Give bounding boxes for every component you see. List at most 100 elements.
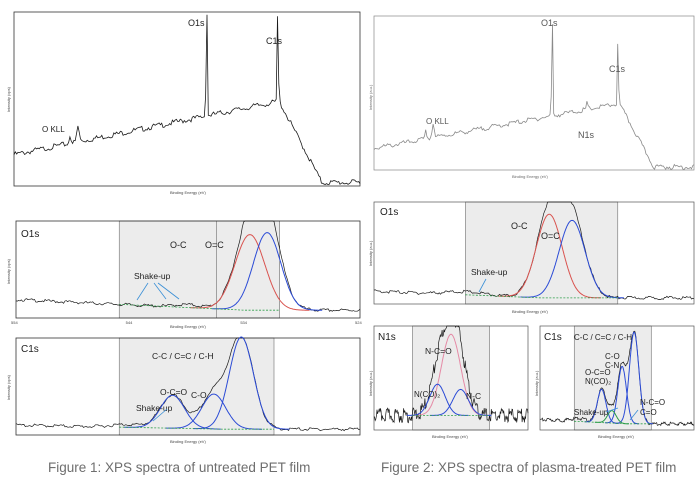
fit-peak-o-c bbox=[190, 234, 310, 311]
x-tick-label: 544 bbox=[126, 320, 133, 325]
shake-up-label: Shake-up bbox=[134, 271, 171, 281]
x-axis-label: Binding Energy (eV) bbox=[170, 324, 206, 329]
peak-label-o1s: O1s bbox=[541, 18, 558, 28]
plot-frame bbox=[539, 325, 695, 431]
figure2-c1s-panel: C1s C-C / C=C / C-H C-O C-N O-C=O N(CO)₂… bbox=[534, 322, 698, 442]
fit-region-shade bbox=[465, 201, 619, 305]
peak-label-okll: O KLL bbox=[426, 117, 449, 126]
fit-peak-o-c bbox=[212, 232, 323, 311]
peak-label-n1s: N1s bbox=[578, 130, 595, 140]
c1s-spectrum-line bbox=[539, 330, 695, 427]
peak-label-o-double-c: O=C bbox=[541, 231, 560, 241]
fit-peak-o-c bbox=[497, 213, 602, 299]
peak-label-cn: C-N bbox=[605, 361, 619, 370]
y-axis-label: Intensity (a.u.) bbox=[368, 370, 373, 396]
shake-up-arrow-3 bbox=[157, 282, 180, 300]
shake-up-arrow bbox=[478, 278, 487, 293]
peak-label-ncoo: N-C=O bbox=[425, 346, 452, 356]
figure2-n1s-panel: N1s N-C=O N(CO)₂ N-C Binding Energy (eV)… bbox=[368, 322, 532, 442]
shake-up-label: Shake-up bbox=[471, 267, 508, 277]
fit-baseline bbox=[119, 304, 280, 311]
figure2-caption: Figure 2: XPS spectra of plasma-treated … bbox=[381, 460, 677, 475]
fit-region-shade bbox=[573, 325, 652, 431]
fit-peak-c-c-c-c-c-h bbox=[193, 336, 290, 430]
fit-peak-n-c bbox=[429, 388, 492, 416]
x-axis-label: Binding Energy (eV) bbox=[432, 434, 468, 439]
panel-title: O1s bbox=[380, 207, 398, 218]
y-axis-label: Intensity (a.u.) bbox=[368, 84, 373, 110]
x-axis-label: Binding Energy (eV) bbox=[170, 439, 206, 444]
y-axis-label: Intensity (cps) bbox=[6, 374, 11, 400]
peak-label-o-double-c: O=C bbox=[205, 240, 224, 250]
figure2-c1s-chart: C1s C-C / C=C / C-H C-O C-N O-C=O N(CO)₂… bbox=[534, 325, 695, 439]
fit-peak-c-o bbox=[165, 393, 262, 430]
figure2-survey-chart: O1s C1s N1s O KLL Binding Energy (eV) In… bbox=[368, 15, 695, 179]
peak-label-cc: C-C / C=C / C-H bbox=[152, 351, 214, 361]
fit-peak-c-o-c-n bbox=[605, 365, 640, 425]
c1s-spectrum-line bbox=[15, 337, 360, 432]
fit-peak-o-c bbox=[520, 219, 624, 299]
panel-title: C1s bbox=[21, 344, 39, 355]
figure2-n1s-chart: N1s N-C=O N(CO)₂ N-C Binding Energy (eV)… bbox=[368, 325, 529, 439]
x-tick-label: 524 bbox=[355, 320, 362, 325]
y-axis-label: Intensity (a.u.) bbox=[534, 370, 539, 396]
x-axis-label: Binding Energy (eV) bbox=[598, 434, 634, 439]
plot-frame bbox=[373, 201, 695, 305]
y-axis-label: Intensity (cps) bbox=[6, 86, 11, 112]
peak-label-c1s: C1s bbox=[609, 64, 626, 74]
plot-frame bbox=[15, 220, 361, 319]
peak-label-oco: O-C=O bbox=[160, 387, 188, 397]
panel-title: C1s bbox=[544, 332, 562, 343]
shake-up-arrow bbox=[152, 408, 168, 422]
ncoo-arrow bbox=[629, 409, 639, 421]
peak-label-cc: C-C / C=C / C-H bbox=[574, 333, 632, 342]
figure1-o1s-panel: O1s O-C O=C Shake-up 554 544 534 524 Bindin… bbox=[2, 212, 362, 330]
x-axis-label: Binding Energy (eV) bbox=[512, 174, 548, 179]
fit-peak-o-c-o-n-co-2 bbox=[584, 388, 619, 424]
panel-title: N1s bbox=[378, 332, 396, 343]
figure1-survey-chart: O1s C1s O KLL Intensity (cps) Binding En… bbox=[6, 11, 361, 195]
fit-baseline bbox=[574, 420, 652, 425]
plot-frame bbox=[13, 11, 361, 187]
y-axis-label: Intensity (a.u.) bbox=[368, 240, 373, 266]
figure1-caption: Figure 1: XPS spectra of untreated PET f… bbox=[48, 460, 311, 475]
figure2-survey-panel: O1s C1s N1s O KLL Binding Energy (eV) In… bbox=[368, 12, 698, 182]
fit-baseline bbox=[465, 294, 618, 299]
peak-label-c1s: C1s bbox=[266, 36, 283, 46]
fit-peak-o-c-o bbox=[124, 394, 221, 430]
peak-label-co: C-O bbox=[191, 390, 207, 400]
fit-peak-n-co-2 bbox=[406, 383, 469, 416]
survey-spectrum-line bbox=[373, 24, 695, 171]
peak-label-o1s: O1s bbox=[188, 18, 205, 28]
y-axis-label: Intensity (cps) bbox=[6, 258, 11, 284]
figure2-o1s-chart: O1s O-C O=C Shake-up Binding Energy (eV)… bbox=[368, 201, 695, 314]
figure2-o1s-panel: O1s O-C O=C Shake-up Binding Energy (eV)… bbox=[368, 196, 698, 316]
shake-up-label: Shake-up bbox=[136, 403, 173, 413]
figure1-c1s-chart: C1s C-C / C=C / C-H C-O O-C=O Shake-up B… bbox=[6, 336, 361, 444]
n1s-spectrum-line bbox=[373, 325, 529, 424]
x-tick-label: 534 bbox=[240, 320, 247, 325]
figure1-o1s-chart: O1s O-C O=C Shake-up 554 544 534 524 Bindin… bbox=[6, 220, 362, 329]
fit-peak-c-c-c-c-c-h bbox=[615, 331, 653, 425]
peak-label-ncoo: N-C=O bbox=[640, 398, 665, 407]
x-axis-label: Binding Energy (eV) bbox=[170, 190, 206, 195]
peak-label-nc: N-C bbox=[466, 391, 481, 401]
peak-label-c-double-o: C=O bbox=[640, 408, 657, 417]
figure1-survey-panel: O1s C1s O KLL Intensity (cps) Binding En… bbox=[2, 8, 362, 198]
peak-label-okll: O KLL bbox=[42, 125, 65, 134]
fit-baseline bbox=[119, 426, 274, 430]
survey-spectrum-line bbox=[13, 14, 361, 186]
peak-label-oc: O-C bbox=[511, 221, 528, 231]
peak-label-oco: O-C=O bbox=[585, 368, 611, 377]
o1s-spectrum-line bbox=[15, 220, 361, 312]
x-tick-label: 554 bbox=[11, 320, 18, 325]
panel-title: O1s bbox=[21, 229, 39, 240]
peak-label-nco2: N(CO)₂ bbox=[414, 390, 440, 399]
shake-up-label: Shake-up bbox=[574, 408, 609, 417]
x-axis-label: Binding Energy (eV) bbox=[512, 309, 548, 314]
shake-up-arrow-1 bbox=[136, 282, 149, 301]
plot-frame bbox=[15, 337, 361, 436]
plot-frame bbox=[373, 15, 695, 171]
peak-label-co: C-O bbox=[605, 352, 620, 361]
fit-region-shade bbox=[118, 220, 280, 319]
